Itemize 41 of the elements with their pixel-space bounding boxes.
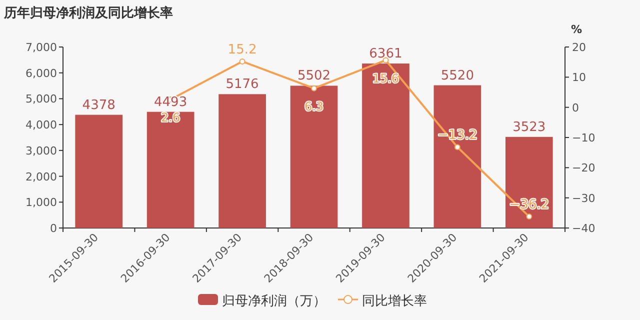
data-label: 5520 bbox=[440, 68, 474, 84]
point bbox=[239, 58, 246, 64]
data-label: 2.6 bbox=[161, 110, 180, 124]
legend-label: 同比增长率 bbox=[362, 293, 427, 309]
bar bbox=[290, 86, 338, 228]
point bbox=[311, 85, 317, 92]
point bbox=[526, 214, 532, 220]
y2-tick-label: −20 bbox=[572, 162, 596, 175]
bar bbox=[75, 114, 123, 228]
point bbox=[454, 144, 460, 150]
y2-tick-label: −40 bbox=[572, 222, 596, 235]
data-label: 4378 bbox=[82, 98, 116, 113]
bar bbox=[146, 112, 194, 228]
data-label: 6.3 bbox=[304, 99, 324, 114]
data-label: 3523 bbox=[512, 120, 546, 135]
data-label: 5502 bbox=[297, 68, 331, 84]
data-label: 15.6 bbox=[372, 71, 400, 86]
y-tick-label: 5,000 bbox=[26, 92, 57, 106]
data-label: 4493 bbox=[154, 94, 188, 110]
chart-title: 历年归母净利润及同比增长率 bbox=[3, 5, 173, 21]
y2-tick-label: −10 bbox=[572, 132, 596, 144]
y2-axis-title: % bbox=[571, 23, 582, 36]
y2-tick-label: 0 bbox=[572, 101, 579, 114]
bar bbox=[505, 136, 553, 228]
bar bbox=[218, 94, 266, 228]
y2-tick-label: −30 bbox=[572, 192, 596, 205]
y-tick-label: 6,000 bbox=[26, 66, 57, 80]
data-label: 6361 bbox=[369, 46, 402, 62]
bar bbox=[434, 85, 482, 228]
y2-tick-label: 10 bbox=[572, 71, 586, 84]
y-tick-label: 2,000 bbox=[26, 170, 57, 184]
bar bbox=[362, 64, 410, 228]
y-tick-label: 3,000 bbox=[26, 144, 57, 158]
y-tick-label: 7,000 bbox=[26, 41, 57, 54]
legend-label: 归母净利润（万） bbox=[222, 294, 326, 309]
data-label: 5176 bbox=[226, 77, 259, 92]
data-label: 15.2 bbox=[228, 42, 257, 58]
y-tick-label: 4,000 bbox=[26, 118, 57, 132]
y-tick-label: 1,000 bbox=[26, 196, 57, 210]
y2-tick-label: 20 bbox=[572, 41, 586, 54]
y-tick-label: 0 bbox=[50, 222, 57, 235]
